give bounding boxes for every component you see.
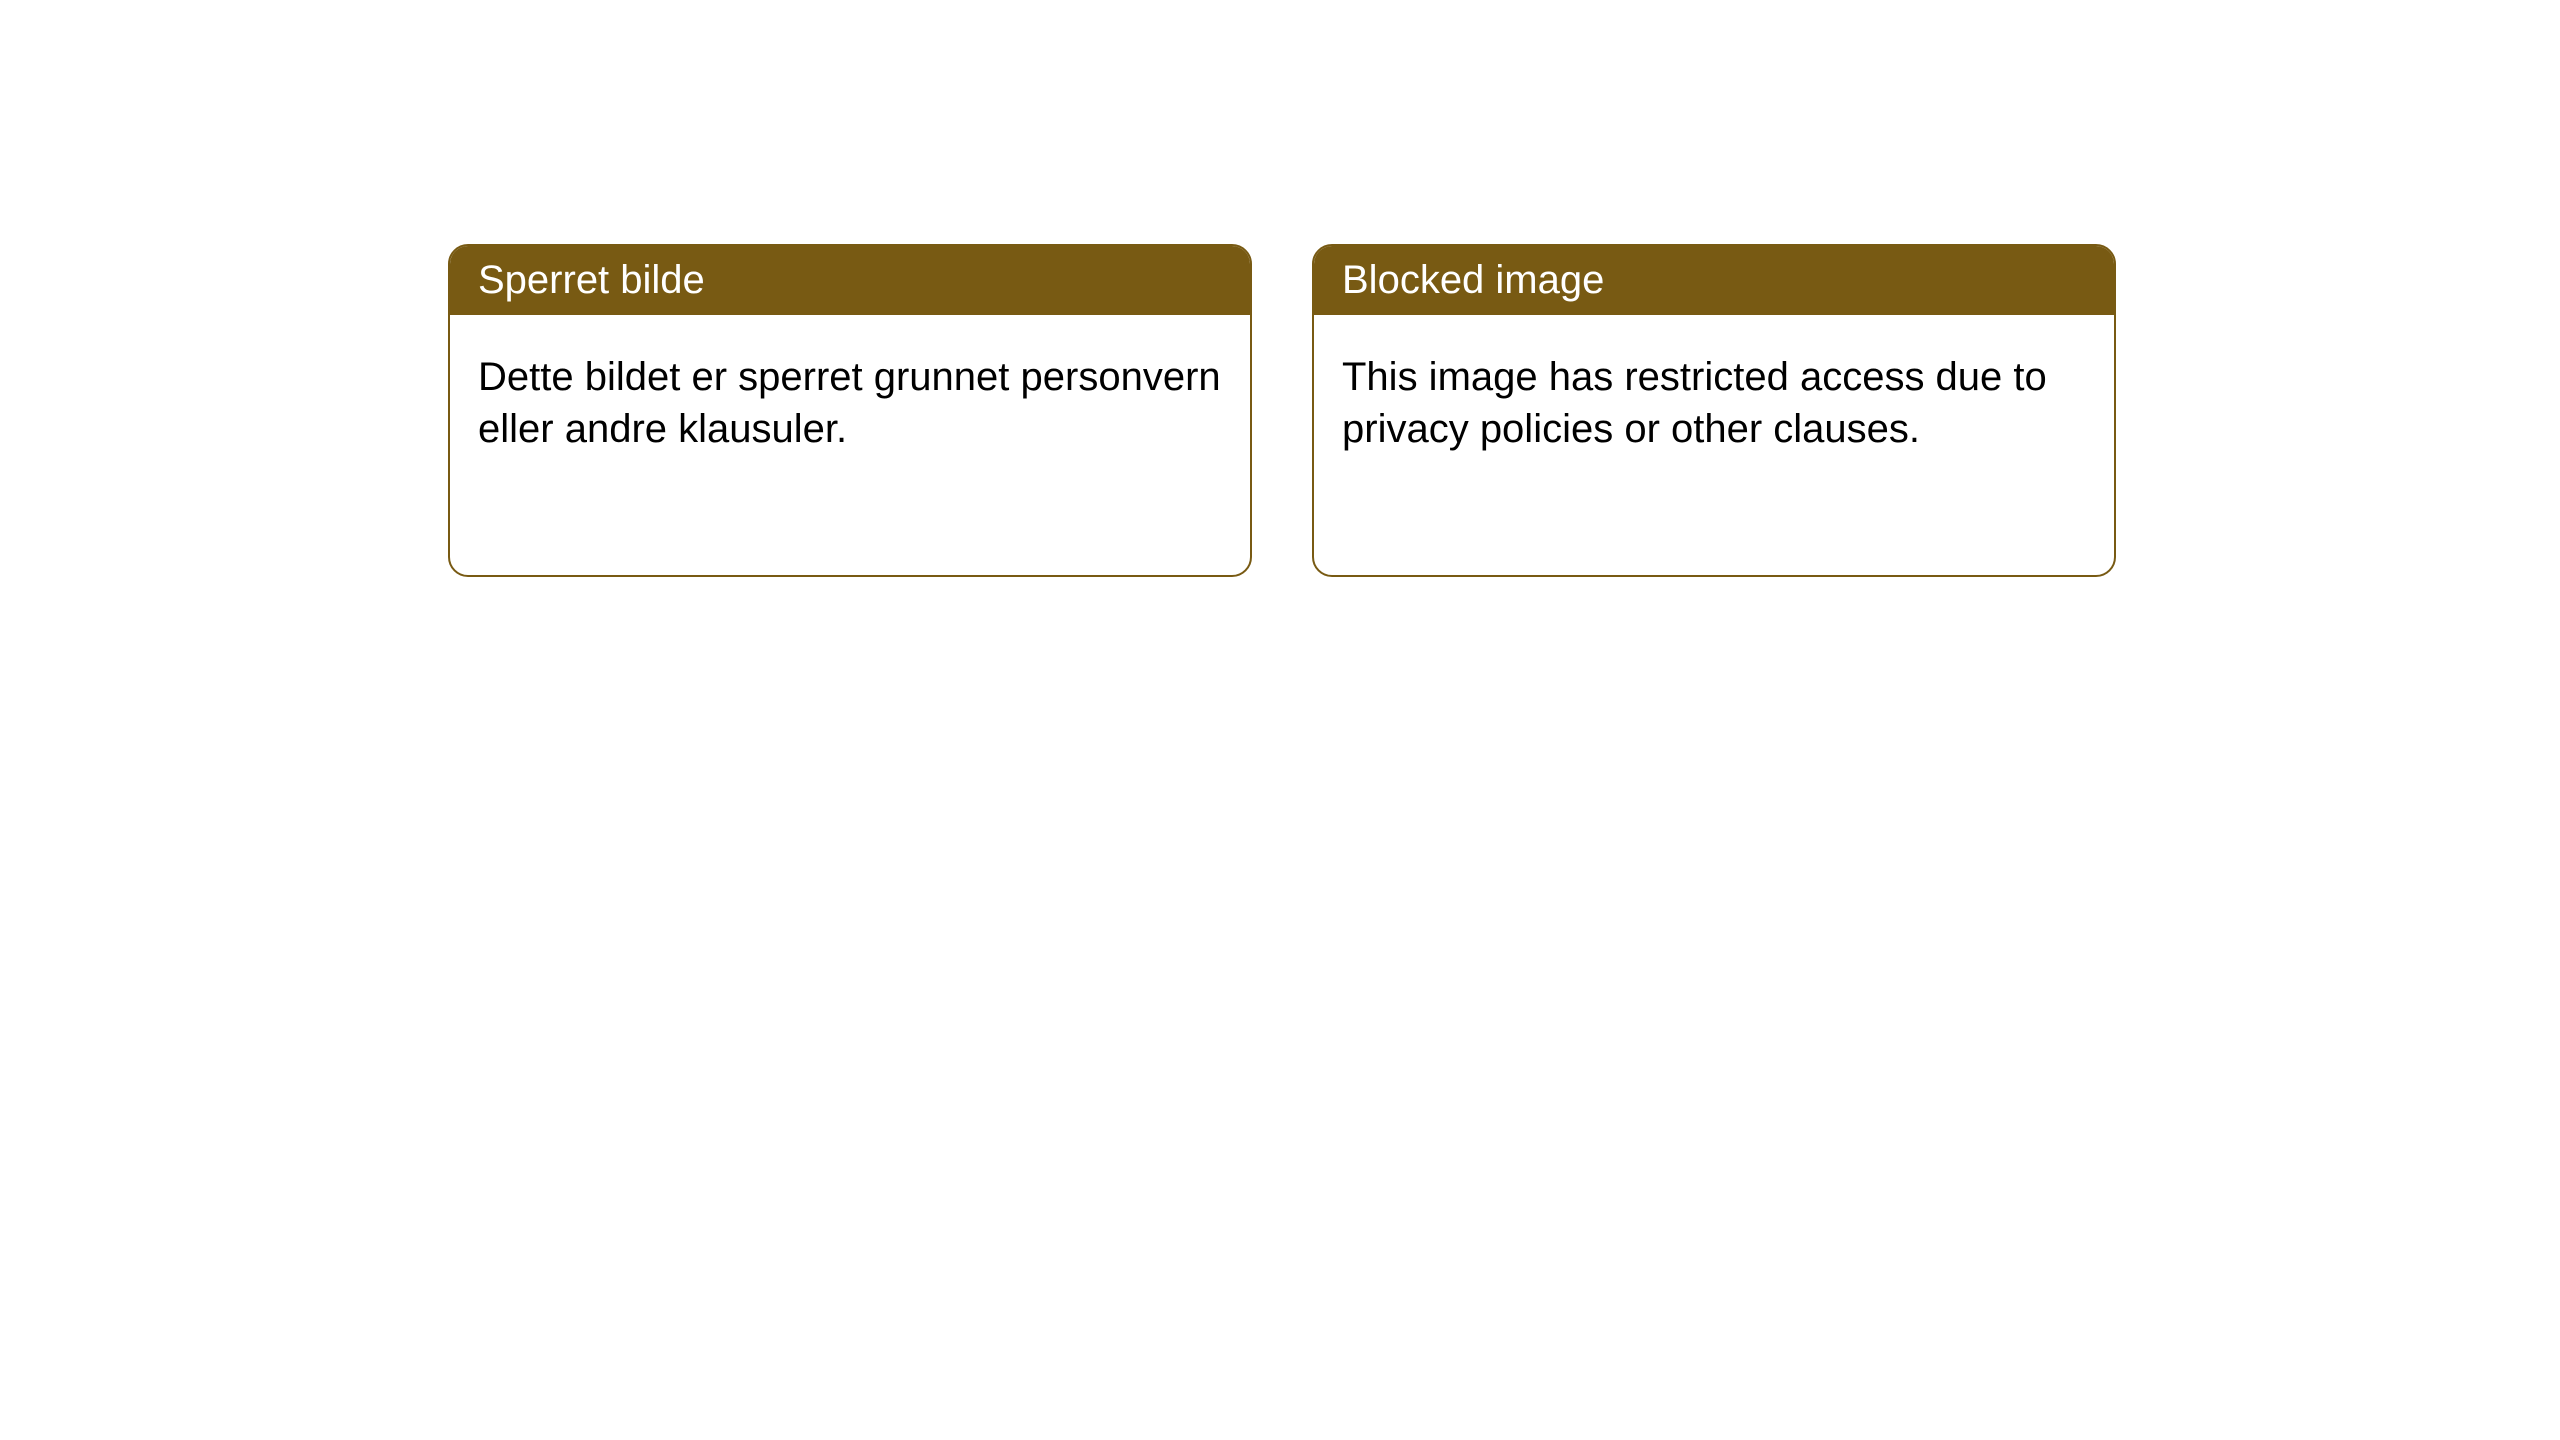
card-body-english: This image has restricted access due to … xyxy=(1314,315,2114,491)
card-header-norwegian: Sperret bilde xyxy=(450,246,1250,315)
card-english: Blocked image This image has restricted … xyxy=(1312,244,2116,577)
card-body-norwegian: Dette bildet er sperret grunnet personve… xyxy=(450,315,1250,491)
card-header-english: Blocked image xyxy=(1314,246,2114,315)
card-norwegian: Sperret bilde Dette bildet er sperret gr… xyxy=(448,244,1252,577)
cards-container: Sperret bilde Dette bildet er sperret gr… xyxy=(448,244,2116,577)
